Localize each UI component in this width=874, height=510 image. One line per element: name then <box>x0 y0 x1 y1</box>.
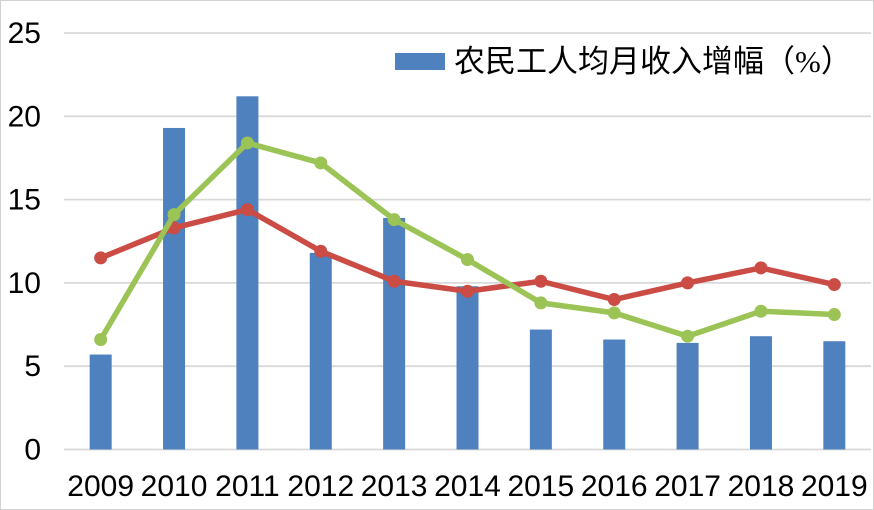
x-tick-label: 2018 <box>728 470 795 503</box>
x-tick-label: 2015 <box>507 470 574 503</box>
y-tick-label: 0 <box>24 434 41 467</box>
red-line-marker-2015 <box>534 274 548 288</box>
red-line-marker-2016 <box>607 293 621 307</box>
bar-series-bar-2013 <box>383 217 406 450</box>
green-line-marker-2013 <box>387 213 401 227</box>
x-tick-label: 2017 <box>654 470 721 503</box>
bar-series-bar-2017 <box>676 342 699 450</box>
red-line-marker-2018 <box>754 261 768 275</box>
green-line-marker-2014 <box>461 253 474 267</box>
legend: 农民工人均月收入增幅（%） <box>395 46 852 77</box>
green-line-marker-2015 <box>534 296 548 310</box>
green-line-marker-2010 <box>167 208 181 222</box>
bar-series-bar-2011 <box>236 96 259 450</box>
bar-series-bar-2010 <box>163 127 186 450</box>
y-tick-label: 10 <box>8 267 41 300</box>
bar-series-bar-2018 <box>749 336 772 450</box>
green-line-marker-2019 <box>827 308 841 322</box>
legend-swatch-bar-series <box>395 53 445 70</box>
bar-series-bar-2009 <box>89 354 112 450</box>
green-line-marker-2018 <box>754 304 768 318</box>
red-line-marker-2017 <box>681 276 695 290</box>
legend-label-bar-series: 农民工人均月收入增幅（%） <box>454 44 852 79</box>
bar-series-bar-2016 <box>603 339 626 450</box>
red-line-marker-2013 <box>387 274 401 288</box>
x-tick-label: 2010 <box>141 470 208 503</box>
x-tick-label: 2019 <box>801 470 868 503</box>
green-line-marker-2012 <box>314 156 328 170</box>
green-line-marker-2009 <box>94 333 108 347</box>
y-tick-label: 5 <box>24 350 41 383</box>
green-line-marker-2011 <box>240 136 254 150</box>
y-tick-label: 15 <box>8 184 41 217</box>
x-tick-label: 2011 <box>215 470 280 503</box>
red-line-marker-2019 <box>827 278 841 292</box>
red-line-marker-2014 <box>461 284 474 298</box>
x-tick-label: 2014 <box>434 470 501 503</box>
x-tick-label: 2013 <box>361 470 428 503</box>
bar-series-bar-2015 <box>529 329 552 450</box>
green-line-marker-2016 <box>607 306 621 320</box>
red-line-marker-2009 <box>94 251 108 265</box>
red-line-marker-2012 <box>314 244 328 258</box>
bar-series-bar-2019 <box>823 341 846 450</box>
x-tick-label: 2012 <box>287 470 354 503</box>
y-tick-label: 25 <box>8 17 41 50</box>
y-tick-label: 20 <box>8 100 41 133</box>
x-tick-label: 2016 <box>581 470 648 503</box>
bar-series-bar-2014 <box>456 286 479 450</box>
green-line-marker-2017 <box>681 329 695 343</box>
red-line-marker-2011 <box>240 203 254 217</box>
bar-series-bar-2012 <box>309 252 332 450</box>
x-tick-label: 2009 <box>67 470 134 503</box>
